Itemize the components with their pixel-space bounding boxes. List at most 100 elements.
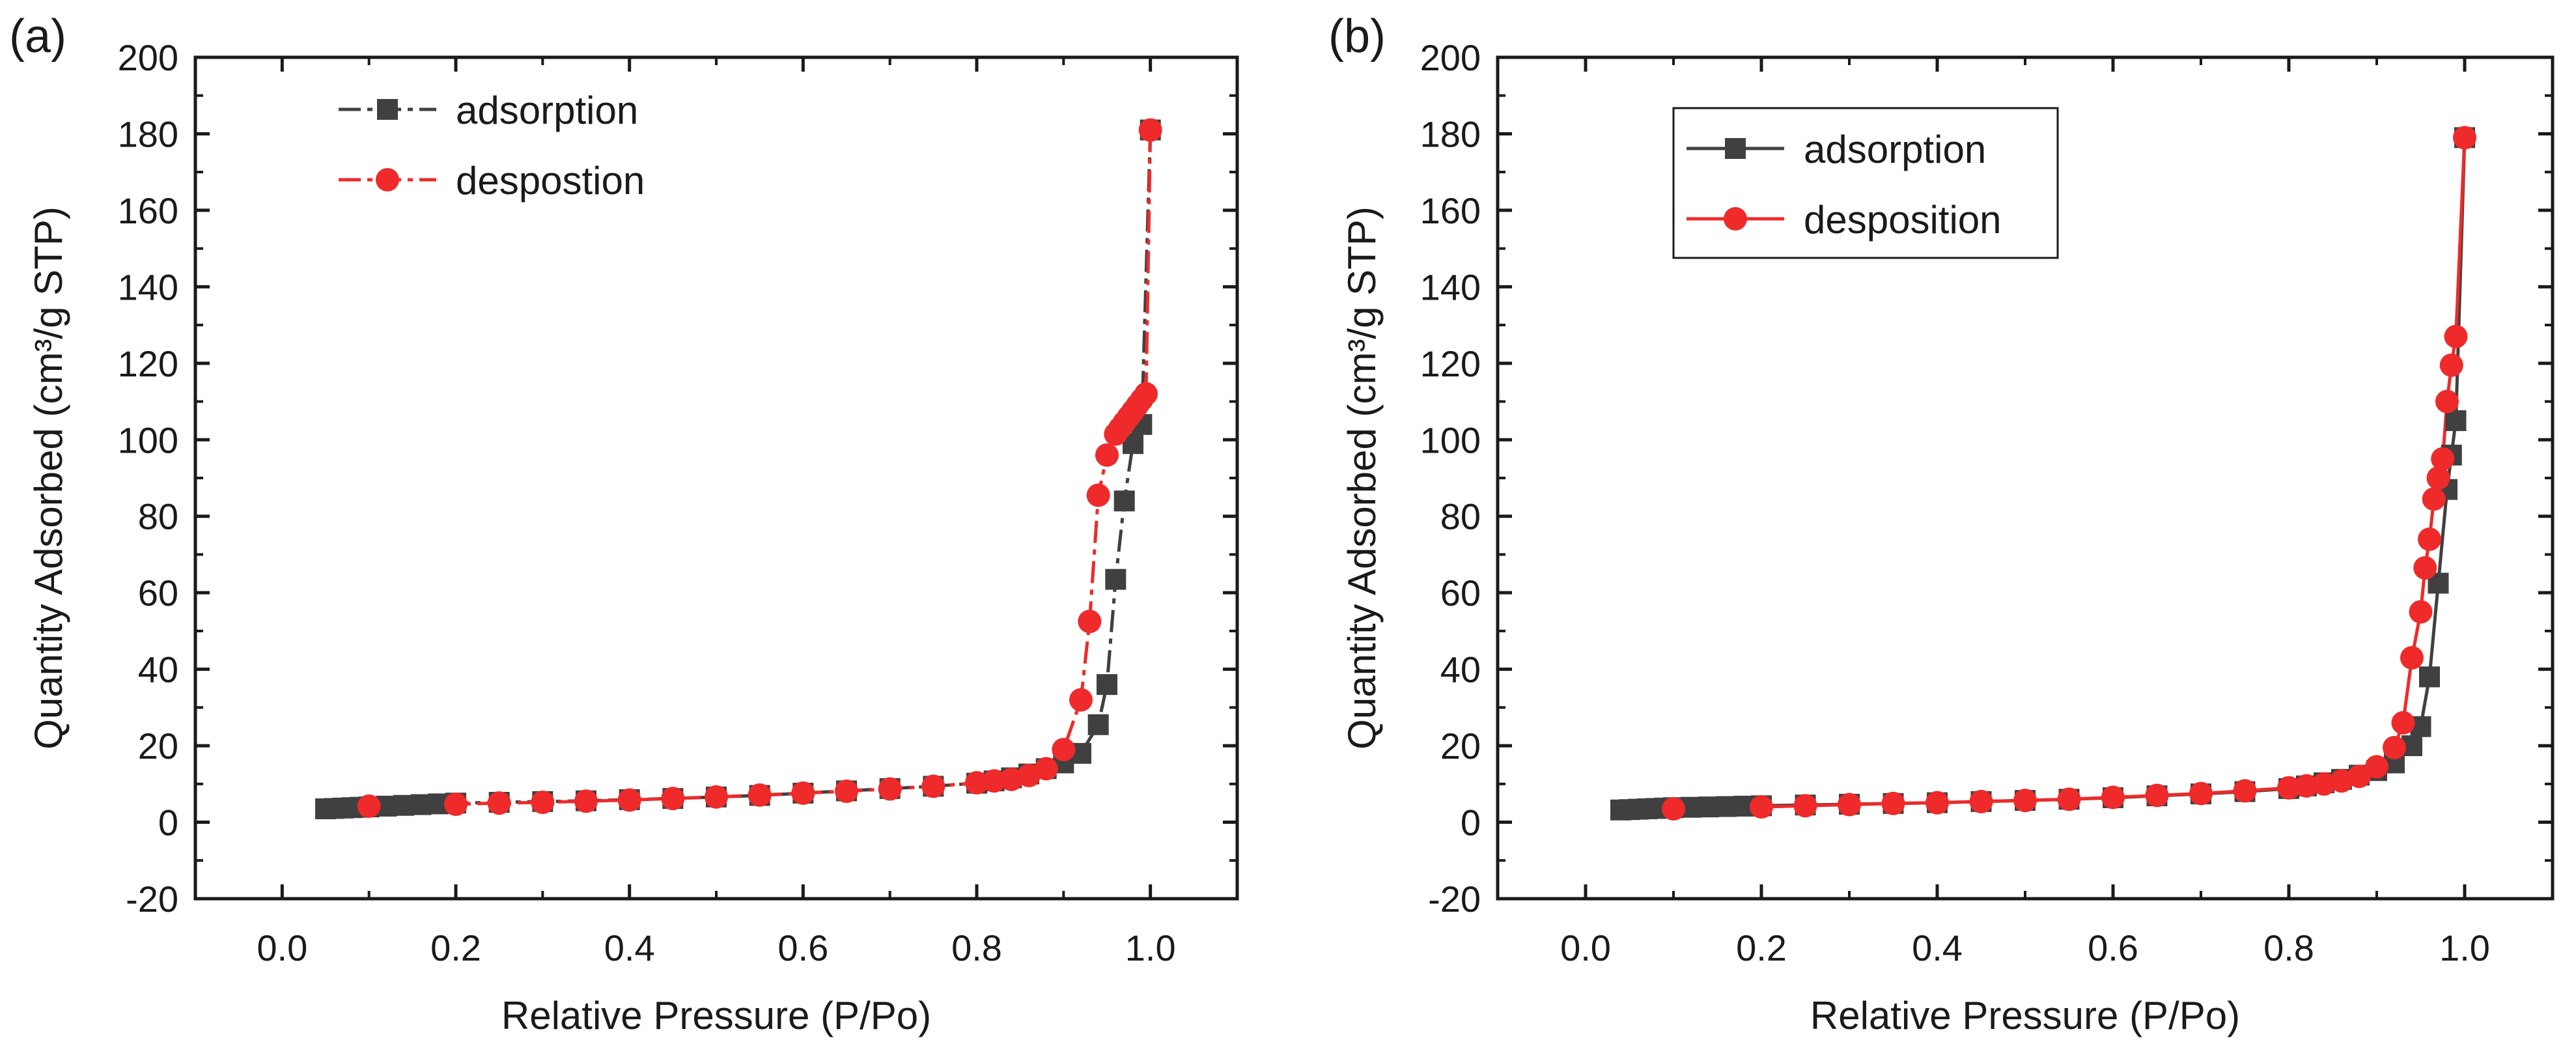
series-line-desposition <box>1673 137 2467 811</box>
y-tick-label: 40 <box>1440 649 1481 690</box>
data-point-despostion <box>982 769 1006 793</box>
data-point-despostion <box>357 794 381 818</box>
y-tick-label: 80 <box>138 496 178 537</box>
y-tick-label: 120 <box>1420 343 1481 384</box>
plot-frame <box>193 55 1239 901</box>
legend-label: despostion <box>456 159 645 203</box>
data-point-despostion <box>705 785 728 809</box>
data-point-desposition <box>2400 646 2424 670</box>
data-point-despostion <box>1138 118 1162 142</box>
y-tick-label: 20 <box>1440 725 1481 767</box>
x-axis-title: Relative Pressure (P/Po) <box>501 994 931 1037</box>
data-point-desposition <box>1662 796 1685 821</box>
panel-label: (b) <box>1328 10 1386 63</box>
data-point-adsorption <box>1716 796 1737 817</box>
data-point-desposition <box>2057 787 2081 811</box>
x-tick-label: 1.0 <box>2439 927 2490 968</box>
data-point-desposition <box>1969 789 1993 813</box>
data-point-adsorption <box>2419 666 2440 688</box>
data-point-desposition <box>1838 793 1861 817</box>
legend-marker-adsorption <box>377 99 398 120</box>
x-tick-label: 0.4 <box>604 927 655 968</box>
data-point-desposition <box>2426 466 2450 490</box>
data-point-despostion <box>487 791 511 815</box>
legend-label: desposition <box>1804 198 2002 242</box>
data-point-despostion <box>1000 767 1024 791</box>
x-tick-label: 0.2 <box>430 927 481 968</box>
data-point-despostion <box>661 787 685 811</box>
data-point-desposition <box>2365 755 2388 779</box>
x-tick-label: 0.2 <box>1736 927 1787 968</box>
data-point-desposition <box>2439 353 2463 377</box>
panel-label: (a) <box>9 10 66 63</box>
x-axis-title: Relative Pressure (P/Po) <box>1810 994 2240 1037</box>
data-point-desposition <box>2145 783 2169 808</box>
y-tick-label: 140 <box>1420 266 1481 307</box>
y-axis-title: Quantity Adsorbed (cm³/g STP) <box>27 206 70 750</box>
data-point-adsorption <box>1698 796 1719 818</box>
y-tick-label: 160 <box>1420 190 1481 231</box>
legend-frame <box>1672 107 2059 259</box>
data-point-despostion <box>444 792 468 816</box>
legend: adsorption desposition <box>1672 107 2059 259</box>
data-point-desposition <box>2347 765 2371 789</box>
legend: adsorption despostion <box>339 89 645 203</box>
y-tick-label: 200 <box>118 37 178 78</box>
y-tick-label: 80 <box>1440 496 1481 537</box>
y-tick-label: 0 <box>1461 802 1481 843</box>
x-tick-label: 0.6 <box>777 927 828 968</box>
chart-panel-b: (b) -20 0 20 40 60 80 100 120 140 160 180 200 0.0 0.2 0… <box>1328 10 2555 1037</box>
data-point-desposition <box>2418 527 2441 551</box>
y-tick-label: 100 <box>118 419 178 460</box>
series-line-adsorption <box>325 130 1153 811</box>
data-point-adsorption <box>1105 569 1127 590</box>
data-point-desposition <box>2435 389 2459 414</box>
x-tick-label: 0.6 <box>2088 927 2138 968</box>
data-point-despostion <box>531 791 555 815</box>
legend-marker-despostion <box>376 168 399 191</box>
data-point-desposition <box>2233 779 2257 803</box>
data-point-despostion <box>921 774 945 798</box>
legend-marker-adsorption <box>1725 138 1746 159</box>
data-point-desposition <box>2409 600 2433 624</box>
data-point-desposition <box>2277 776 2301 800</box>
y-tick-label: 60 <box>1440 572 1481 613</box>
data-point-despostion <box>1086 483 1110 507</box>
y-tick-label: 20 <box>138 725 178 767</box>
data-point-despostion <box>748 783 772 807</box>
y-tick-label: 40 <box>138 649 178 690</box>
y-tick-label: 180 <box>1420 113 1481 154</box>
y-tick-label: 180 <box>118 113 178 154</box>
data-point-desposition <box>2391 710 2415 735</box>
y-tick-label: 100 <box>1420 419 1481 460</box>
data-point-desposition <box>2383 736 2406 760</box>
data-point-despostion <box>1052 737 1076 761</box>
data-point-desposition <box>2431 447 2455 471</box>
data-point-adsorption <box>1097 674 1117 696</box>
data-point-despostion <box>1078 610 1102 634</box>
x-tick-label: 0.4 <box>1912 927 1963 968</box>
data-point-desposition <box>2013 789 2037 813</box>
data-point-desposition <box>2444 324 2468 348</box>
data-point-desposition <box>2413 556 2437 580</box>
data-point-desposition <box>2422 487 2446 511</box>
y-axis-title: Quantity Adsorbed (cm³/g STP) <box>1340 206 1384 750</box>
data-point-desposition <box>2330 769 2353 793</box>
y-tick-label: 0 <box>158 802 178 843</box>
data-point-desposition <box>2189 781 2213 806</box>
data-point-despostion <box>835 779 858 803</box>
data-point-despostion <box>791 781 815 805</box>
data-point-desposition <box>1925 791 1949 815</box>
series-line-adsorption <box>1620 137 2467 812</box>
y-tick-label: 160 <box>118 190 178 231</box>
data-point-desposition <box>2312 772 2336 796</box>
data-point-desposition <box>2295 774 2318 798</box>
x-tick-label: 1.0 <box>1125 927 1176 968</box>
data-point-despostion <box>1095 443 1119 467</box>
y-tick-label: 60 <box>138 572 178 613</box>
y-tick-label: 200 <box>1420 37 1481 78</box>
legend-label: adsorption <box>456 89 638 132</box>
data-point-despostion <box>574 789 598 813</box>
data-point-despostion <box>1069 688 1093 712</box>
